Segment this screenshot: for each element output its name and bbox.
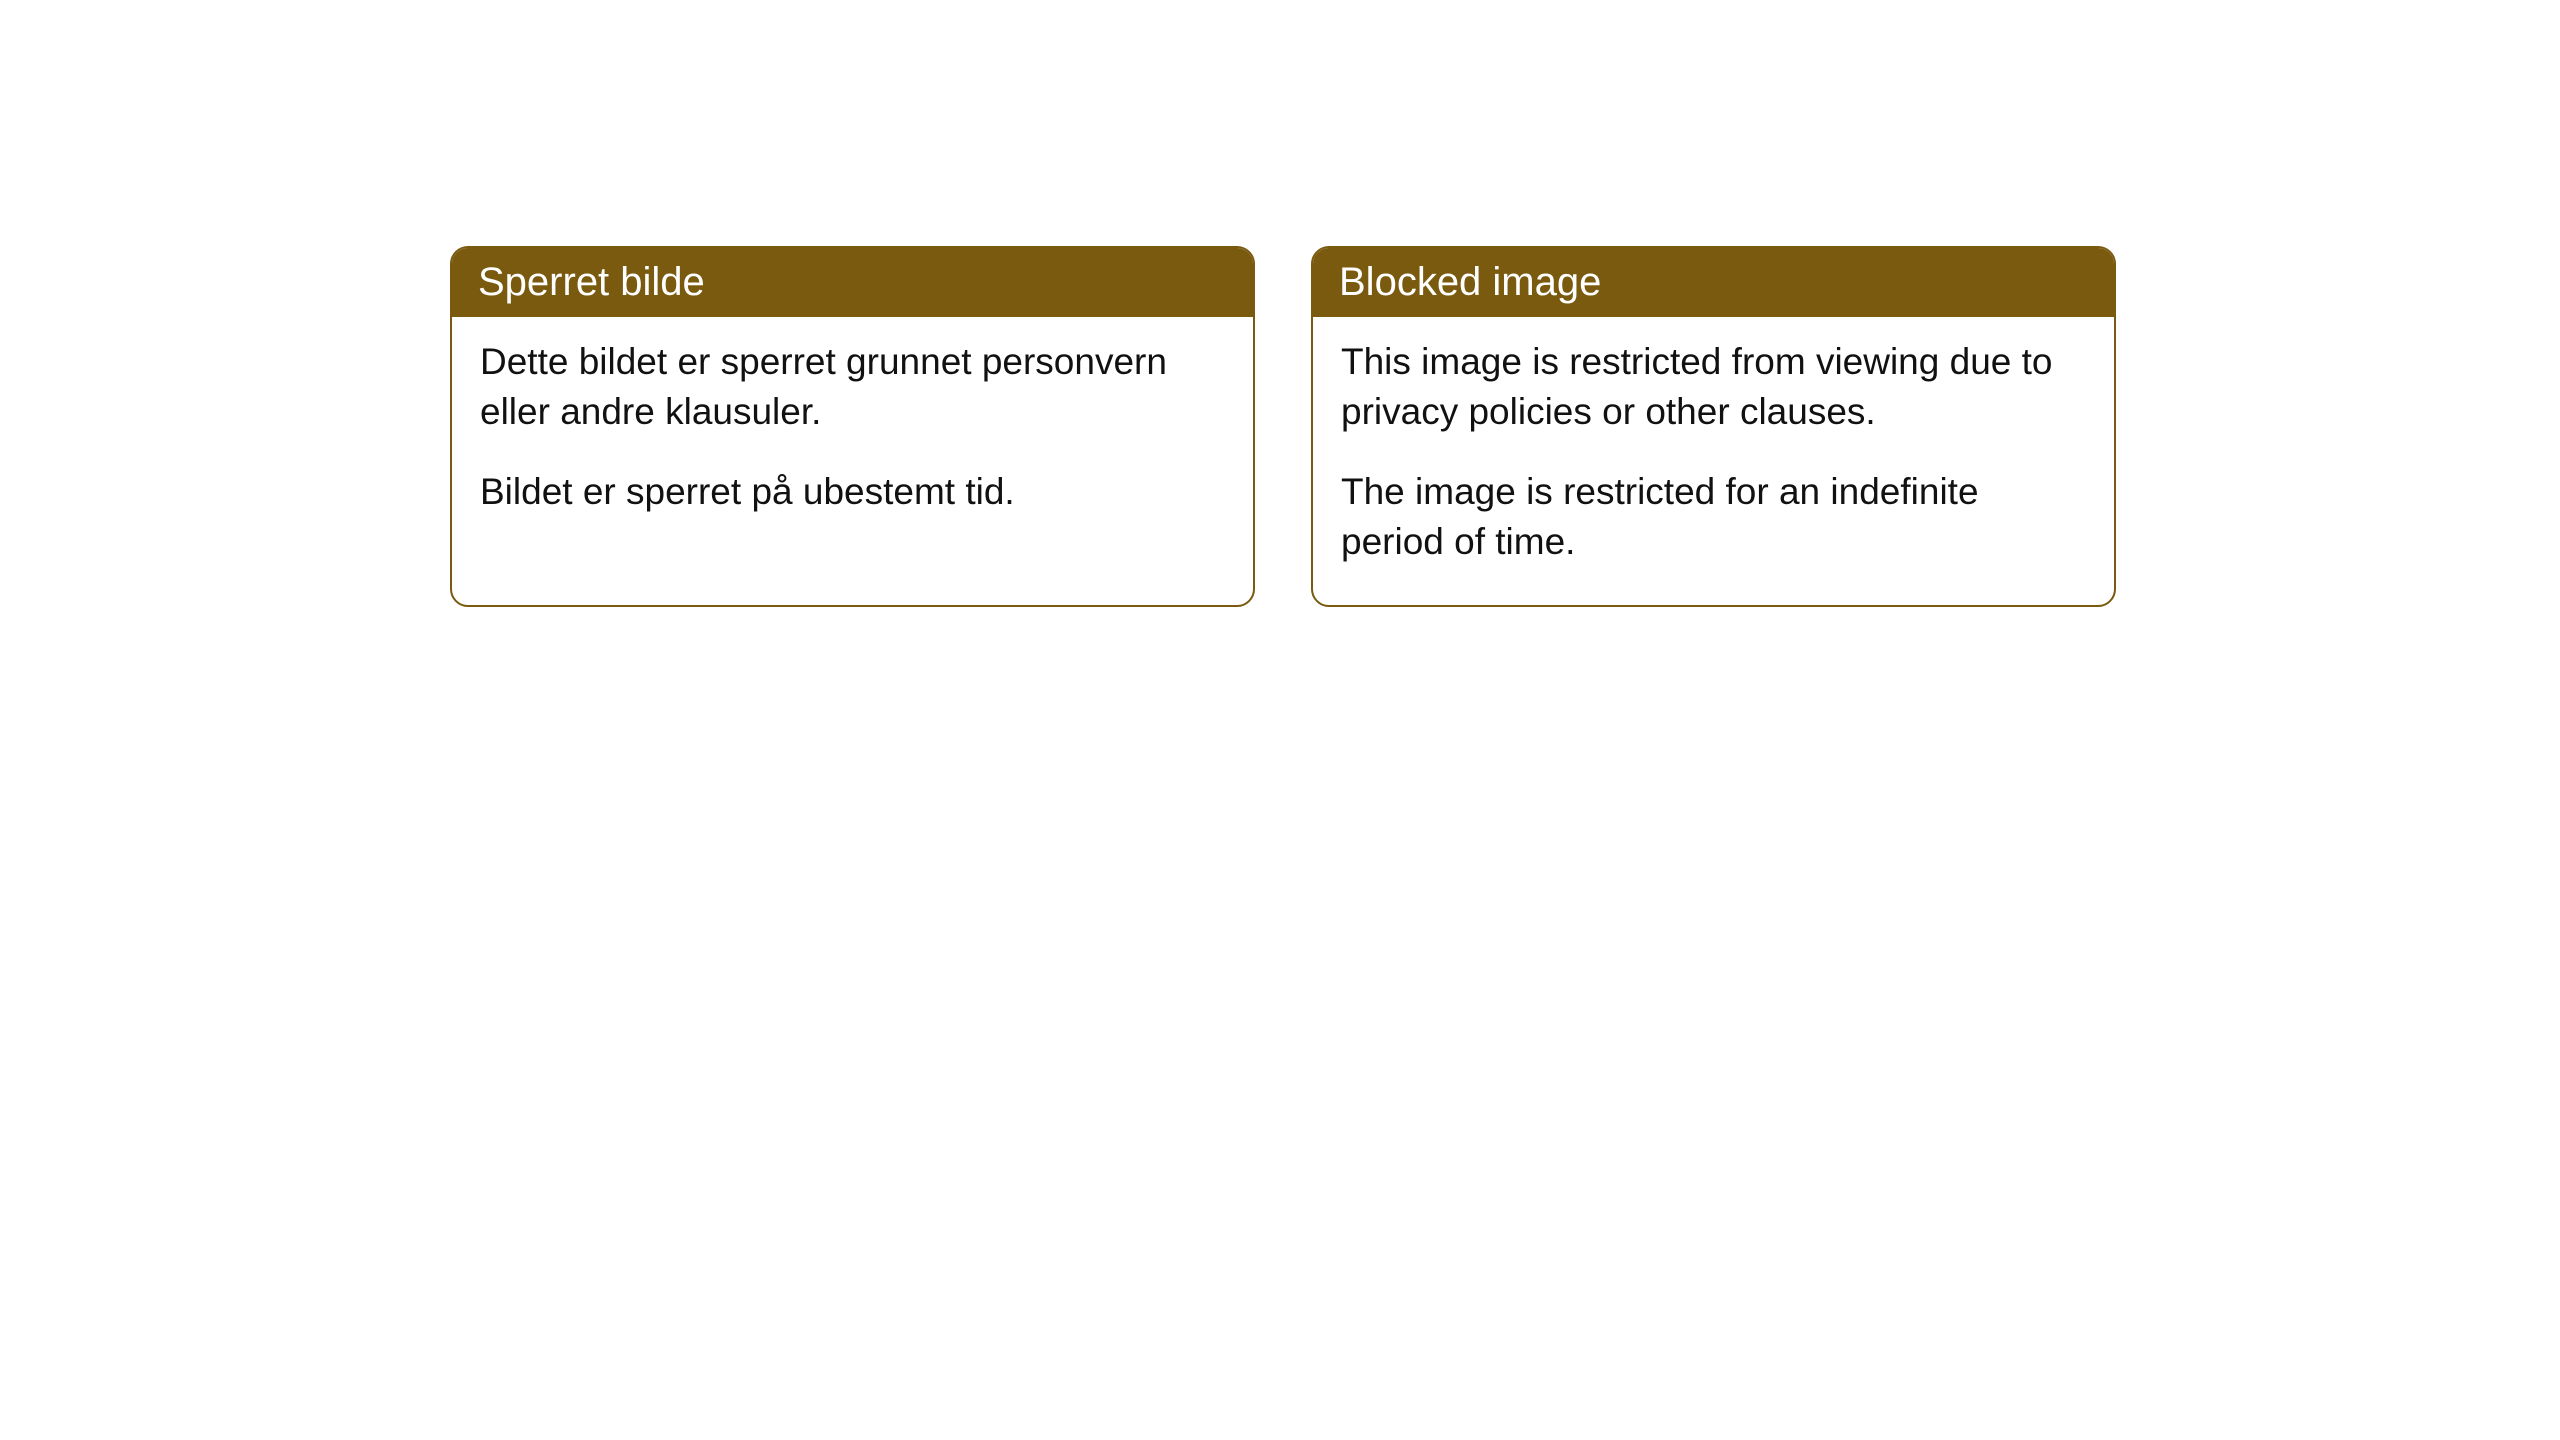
- card-paragraph: The image is restricted for an indefinit…: [1341, 467, 2086, 567]
- card-paragraph: This image is restricted from viewing du…: [1341, 337, 2086, 437]
- blocked-image-card-en: Blocked image This image is restricted f…: [1311, 246, 2116, 607]
- card-paragraph: Dette bildet er sperret grunnet personve…: [480, 337, 1225, 437]
- card-header: Blocked image: [1313, 248, 2114, 317]
- card-header: Sperret bilde: [452, 248, 1253, 317]
- notice-cards-container: Sperret bilde Dette bildet er sperret gr…: [450, 246, 2116, 607]
- card-paragraph: Bildet er sperret på ubestemt tid.: [480, 467, 1225, 517]
- blocked-image-card-no: Sperret bilde Dette bildet er sperret gr…: [450, 246, 1255, 607]
- card-body: Dette bildet er sperret grunnet personve…: [452, 317, 1253, 555]
- card-body: This image is restricted from viewing du…: [1313, 317, 2114, 605]
